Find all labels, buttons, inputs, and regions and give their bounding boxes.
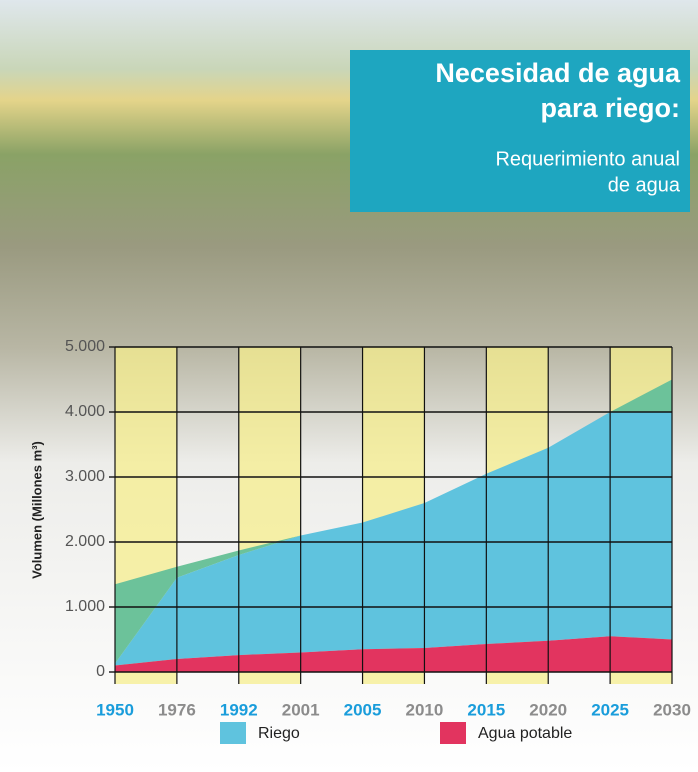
chart-subtitle: Requerimiento anual: [495, 148, 680, 170]
chart-title: Necesidad de agua: [435, 58, 681, 88]
area: [115, 636, 672, 672]
chart-subtitle: de agua: [608, 174, 681, 196]
x-tick-label: 2030: [653, 700, 691, 719]
y-tick-label: 3.000: [65, 468, 105, 485]
legend-swatch: [440, 722, 466, 744]
chart-title: para riego:: [540, 93, 680, 123]
x-tick-label: 2005: [344, 700, 382, 719]
x-tick-label: 2001: [282, 700, 320, 719]
title-box: [350, 50, 690, 212]
x-tick-label: 1976: [158, 700, 196, 719]
x-tick-label: 2010: [406, 700, 444, 719]
legend-swatch: [220, 722, 246, 744]
y-tick-label: 5.000: [65, 338, 105, 355]
y-tick-label: 1.000: [65, 598, 105, 615]
x-tick-label: 2020: [529, 700, 567, 719]
x-tick-label: 2025: [591, 700, 629, 719]
y-tick-label: 4.000: [65, 403, 105, 420]
y-tick-label: 2.000: [65, 533, 105, 550]
area: [115, 412, 672, 666]
x-tick-label: 1950: [96, 700, 134, 719]
legend-label: Agua potable: [478, 725, 572, 742]
x-tick-label: 1992: [220, 700, 258, 719]
legend-label: Riego: [258, 725, 300, 742]
x-tick-label: 2015: [467, 700, 505, 719]
y-tick-label: 0: [96, 663, 105, 680]
y-axis-label: Volumen (Millones m³): [29, 441, 44, 579]
